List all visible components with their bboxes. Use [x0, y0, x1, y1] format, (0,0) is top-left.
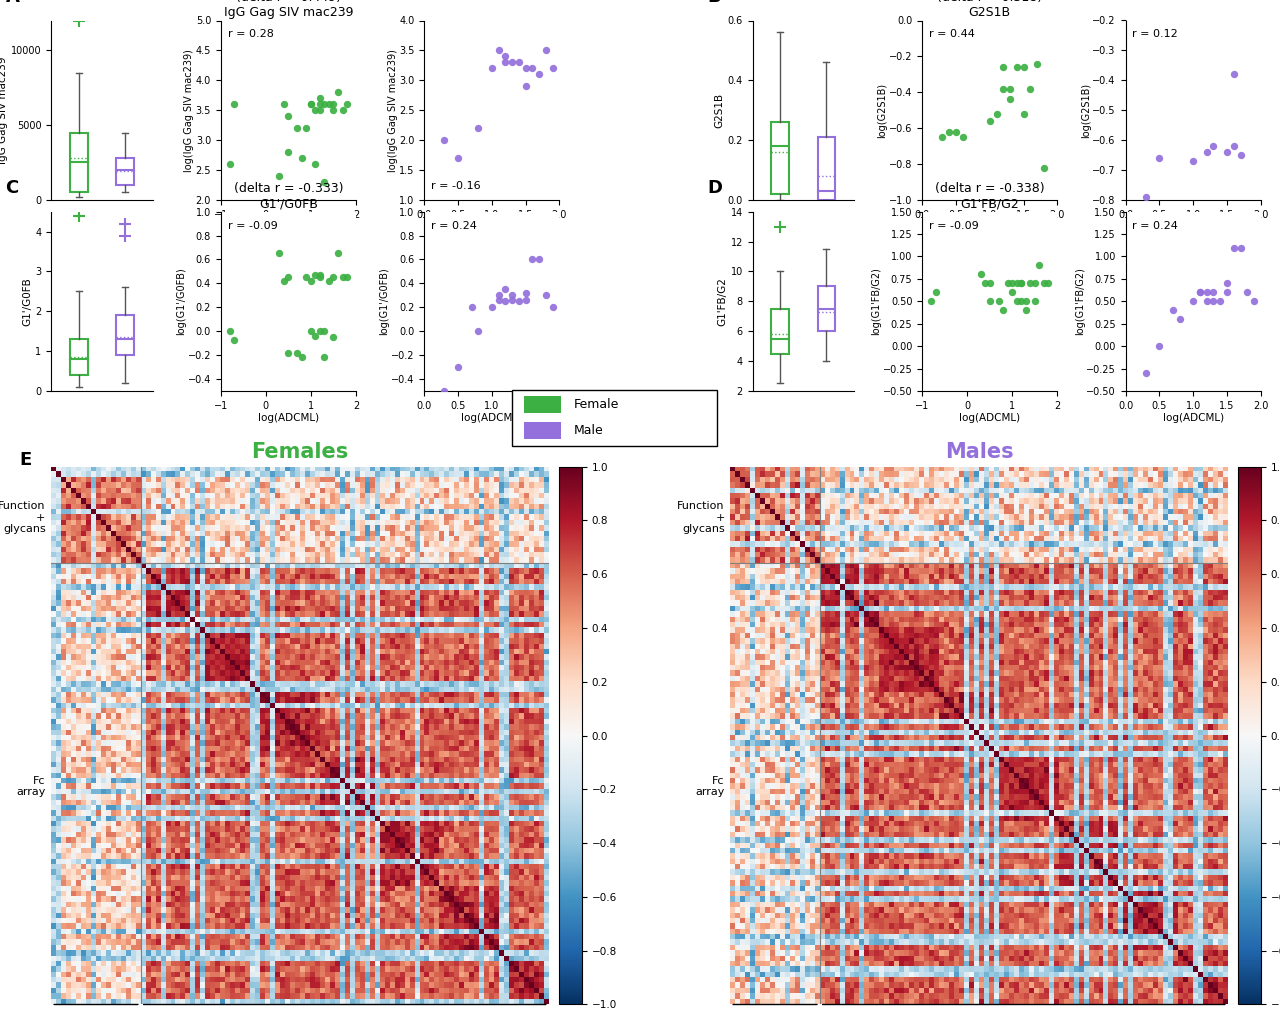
- Point: [448, 150, 468, 166]
- Point: [489, 42, 509, 58]
- Point: [1197, 293, 1217, 310]
- Point: [278, 144, 298, 160]
- Point: [1011, 275, 1032, 291]
- Text: E: E: [19, 451, 32, 469]
- Title: (delta r = -0.333)
G1'/G0FB: (delta r = -0.333) G1'/G0FB: [234, 182, 343, 210]
- Point: [1189, 284, 1210, 300]
- Point: [468, 120, 489, 136]
- Point: [301, 273, 321, 289]
- Text: B: B: [707, 0, 721, 6]
- Point: [1014, 58, 1034, 75]
- Text: r = -0.09: r = -0.09: [929, 220, 979, 231]
- Point: [310, 323, 330, 339]
- Point: [1135, 189, 1156, 205]
- X-axis label: log(ADCML): log(ADCML): [461, 413, 522, 423]
- Point: [1015, 293, 1036, 310]
- Title: (delta r = -0.338)
G1'FB/G2: (delta r = -0.338) G1'FB/G2: [934, 182, 1044, 210]
- Point: [987, 106, 1007, 122]
- Point: [993, 58, 1014, 75]
- Y-axis label: log(G2S1B): log(G2S1B): [878, 83, 887, 137]
- Point: [522, 60, 543, 77]
- Point: [269, 245, 289, 261]
- Point: [1034, 159, 1055, 175]
- X-axis label: log(ADCML): log(ADCML): [257, 413, 319, 423]
- Point: [310, 96, 330, 113]
- Point: [434, 382, 454, 399]
- Point: [975, 275, 996, 291]
- Point: [310, 90, 330, 107]
- X-axis label: log(ADCML): log(ADCML): [959, 222, 1020, 233]
- Point: [1244, 293, 1265, 310]
- Point: [1203, 137, 1224, 154]
- Y-axis label: G2S1B: G2S1B: [714, 92, 724, 128]
- Y-axis label: G1'/G0FB: G1'/G0FB: [23, 277, 32, 326]
- Y-axis label: log(G1'/G0FB): log(G1'/G0FB): [380, 268, 389, 335]
- Point: [1230, 239, 1251, 255]
- Bar: [772, 122, 788, 194]
- Point: [502, 287, 522, 303]
- Bar: [116, 316, 133, 355]
- Point: [979, 293, 1000, 310]
- Point: [516, 292, 536, 309]
- Point: [1224, 66, 1244, 82]
- X-axis label: log(ADCML): log(ADCML): [1162, 413, 1224, 423]
- Point: [993, 80, 1014, 96]
- Point: [489, 292, 509, 309]
- Point: [1011, 275, 1032, 291]
- Point: [1183, 153, 1203, 169]
- Point: [1203, 293, 1224, 310]
- Point: [979, 275, 1000, 291]
- Point: [278, 108, 298, 124]
- Point: [1135, 365, 1156, 381]
- Point: [1006, 293, 1027, 310]
- Point: [1011, 293, 1032, 310]
- Point: [296, 270, 316, 286]
- Point: [1162, 302, 1183, 319]
- Bar: [818, 286, 835, 331]
- Title: Males: Males: [945, 442, 1014, 462]
- Bar: [70, 339, 87, 375]
- Point: [993, 302, 1014, 319]
- Point: [516, 285, 536, 301]
- Point: [337, 270, 357, 286]
- Point: [489, 287, 509, 303]
- Bar: [818, 137, 835, 200]
- Point: [1014, 106, 1034, 122]
- Point: [932, 129, 952, 146]
- Point: [287, 120, 307, 136]
- Point: [920, 293, 941, 310]
- Point: [314, 323, 334, 339]
- Point: [495, 54, 516, 71]
- Text: r = 0.24: r = 0.24: [1133, 220, 1178, 231]
- Point: [508, 54, 529, 71]
- Y-axis label: log(IgG Gag SIV mac239): log(IgG Gag SIV mac239): [388, 49, 398, 171]
- Y-axis label: log(G2S1B): log(G2S1B): [1080, 83, 1091, 137]
- Point: [305, 328, 325, 344]
- Point: [1027, 55, 1047, 72]
- Point: [301, 96, 321, 113]
- Y-axis label: log(G1'/G0FB): log(G1'/G0FB): [177, 268, 186, 335]
- X-axis label: log(ADCML): log(ADCML): [1162, 222, 1224, 233]
- Point: [481, 60, 502, 77]
- Point: [946, 123, 966, 139]
- Point: [1197, 284, 1217, 300]
- Point: [1029, 257, 1050, 274]
- Text: C: C: [5, 179, 19, 198]
- Point: [1217, 275, 1238, 291]
- Point: [324, 96, 344, 113]
- Y-axis label: log(G1'FB/G2): log(G1'FB/G2): [1075, 268, 1084, 335]
- Point: [940, 123, 960, 139]
- Point: [1189, 284, 1210, 300]
- Point: [333, 101, 353, 118]
- Point: [1224, 239, 1244, 255]
- Y-axis label: G1'FB/G2: G1'FB/G2: [718, 277, 728, 326]
- Point: [1024, 275, 1044, 291]
- Point: [278, 344, 298, 361]
- Point: [292, 350, 312, 366]
- Point: [324, 329, 344, 345]
- Text: r = -0.09: r = -0.09: [228, 220, 278, 231]
- Point: [979, 113, 1000, 129]
- Point: [1015, 302, 1036, 319]
- Text: r = 0.44: r = 0.44: [929, 30, 975, 40]
- Point: [461, 299, 481, 316]
